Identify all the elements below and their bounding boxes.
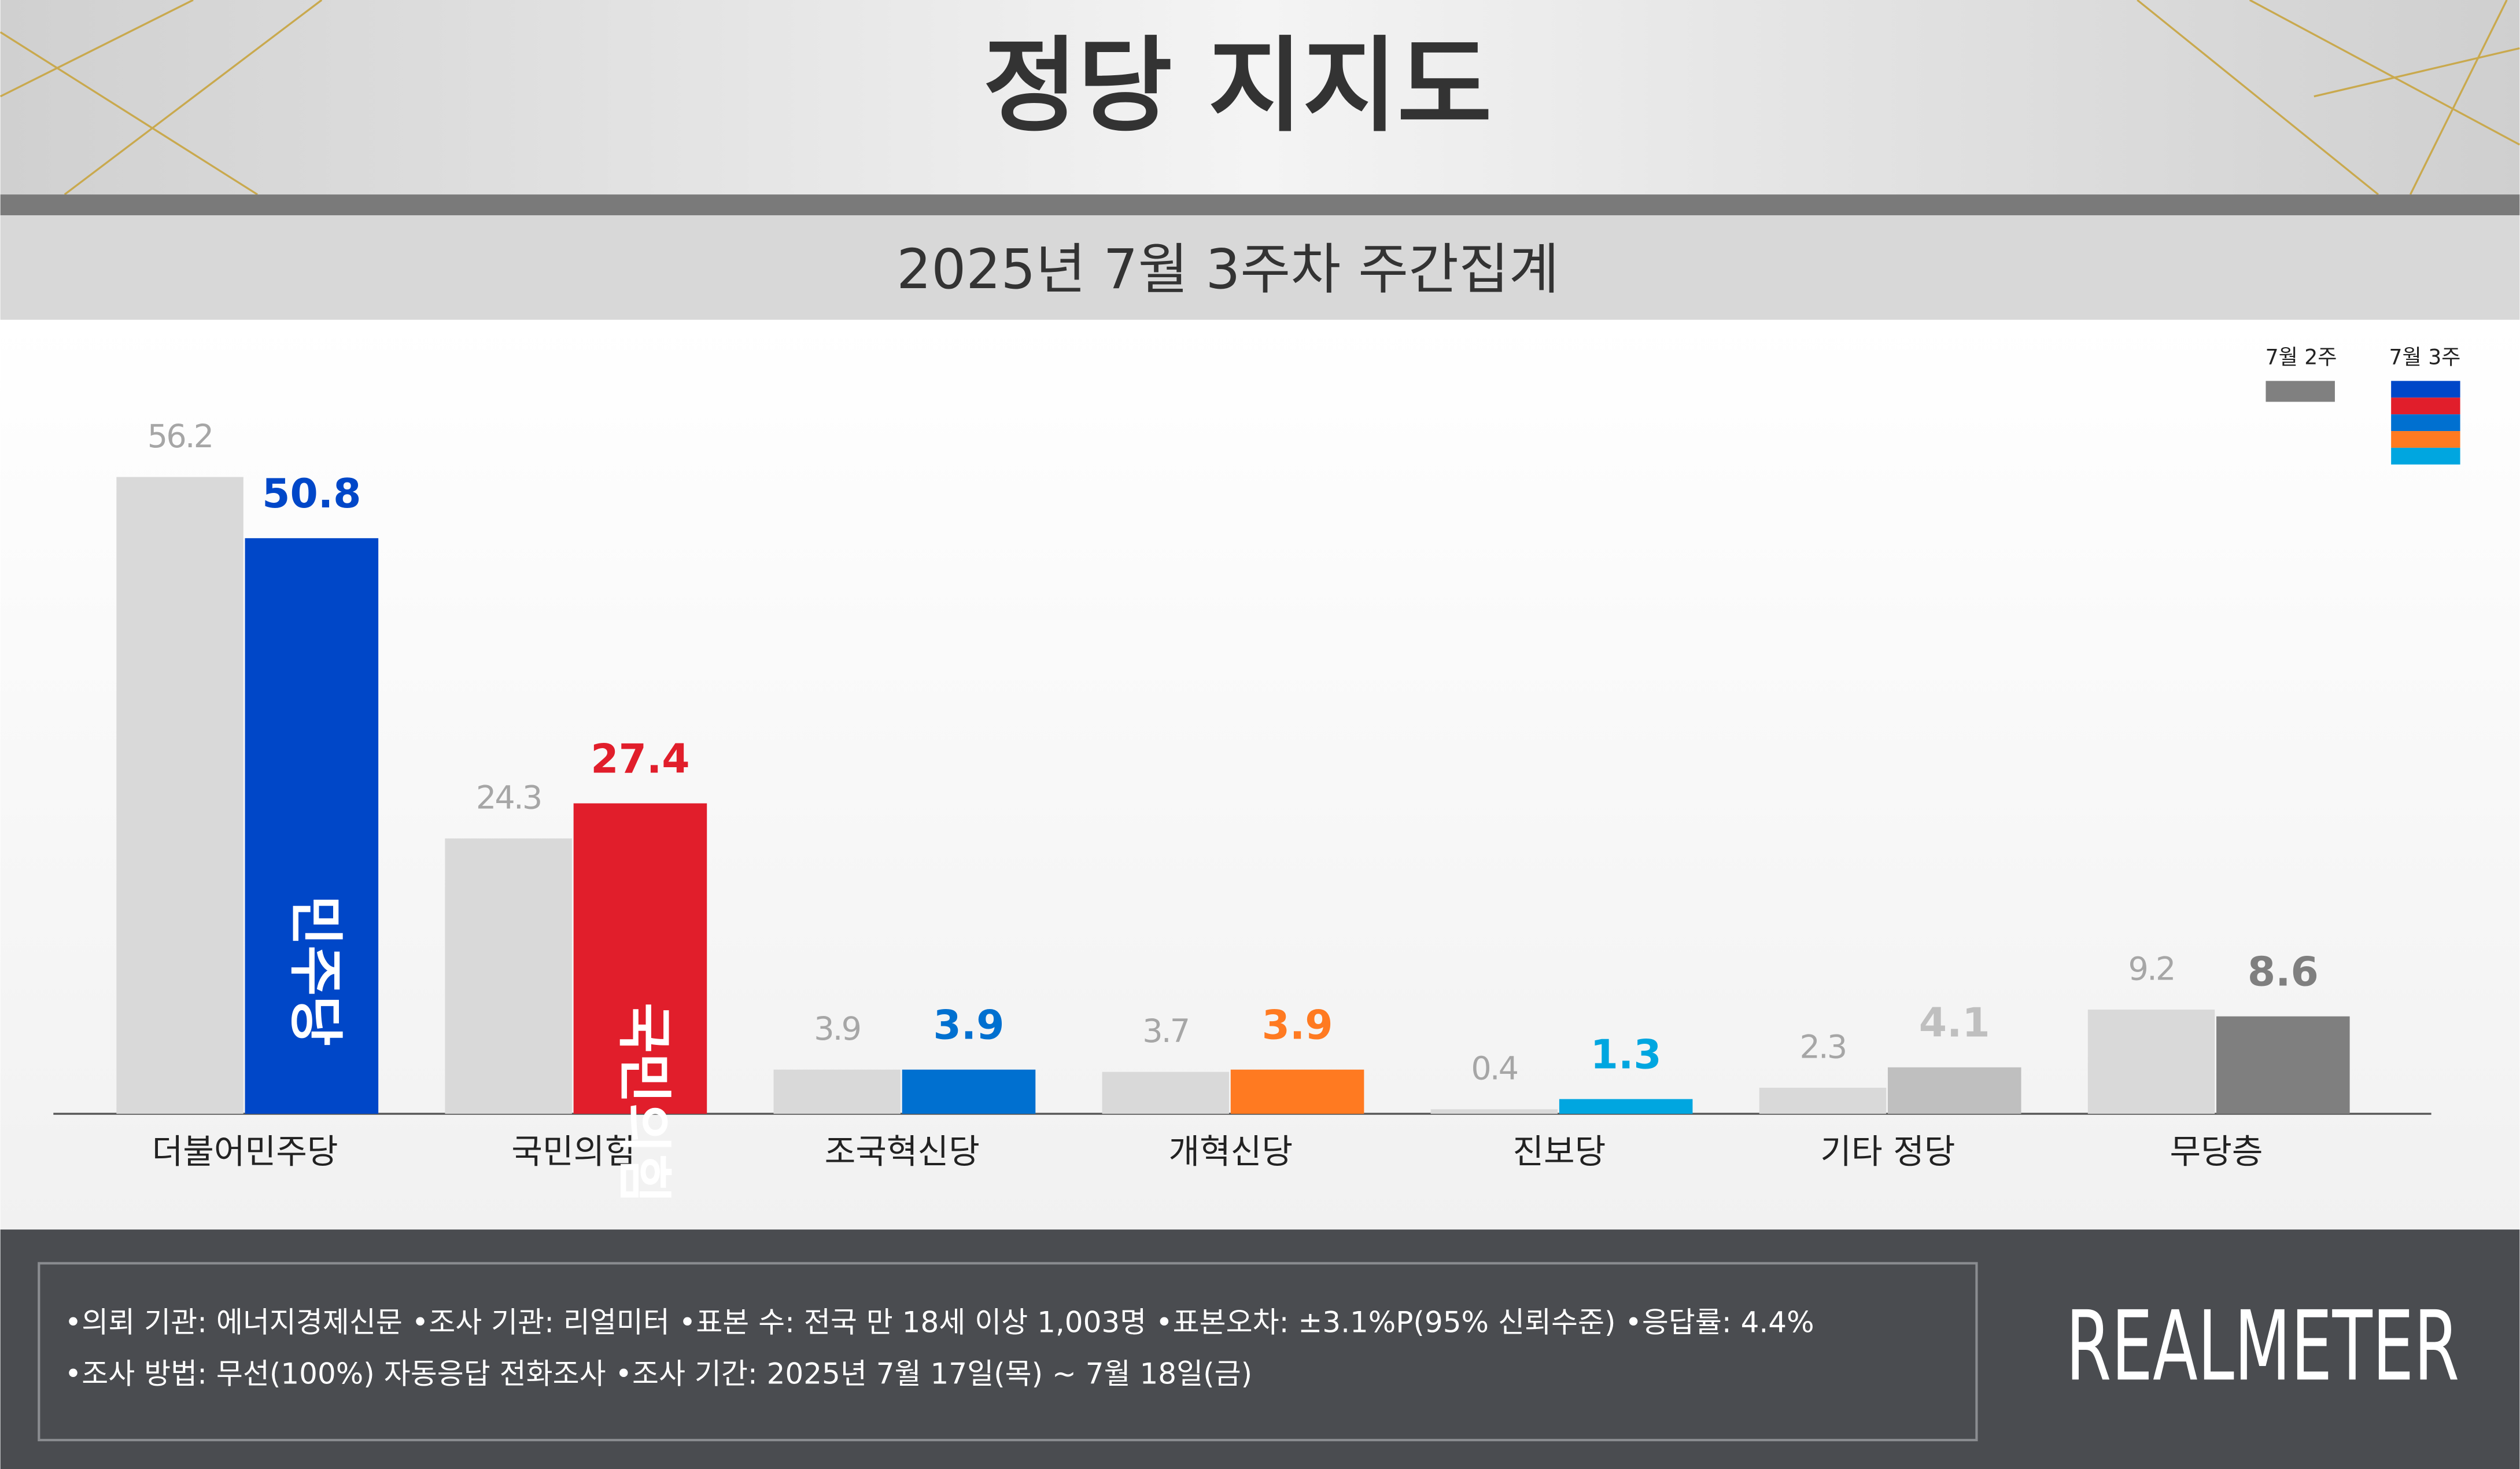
legend-swatch [2391,381,2460,398]
bar-logo: 국민의힘 [612,1003,676,1204]
bar [445,838,572,1114]
x-tick-label: 개혁신당 [1168,1132,1293,1172]
value-label: 56.2 [147,418,213,455]
bar [1559,1099,1693,1114]
value-label: 0.4 [1471,1050,1517,1088]
value-label: 9.2 [2128,950,2175,988]
legend-swatch [2391,447,2460,465]
x-tick-label: 더불어민주당 [152,1132,338,1172]
legend-swatch [2391,431,2460,448]
value-label: 3.9 [814,1010,860,1048]
value-label: 50.8 [262,471,361,517]
value-label: 3.9 [1262,1003,1333,1049]
chart-subtitle: 2025년 7월 3주차 주간집계 [896,238,1559,301]
x-tick-label: 조국혁신당 [825,1132,980,1172]
value-label: 3.9 [933,1003,1004,1049]
value-label: 1.3 [1591,1032,1662,1078]
source-logo: REALMETER [2066,1290,2460,1402]
legend-label: 7월 3주 [2389,344,2461,369]
bar [2087,1009,2215,1114]
legend-swatch [2391,414,2460,432]
bar [245,538,379,1114]
bar [773,1069,901,1114]
bar [1102,1072,1230,1114]
bar [2216,1016,2350,1114]
value-label: 27.4 [591,736,689,782]
bar [1230,1069,1364,1114]
notes-box [38,1262,1978,1442]
value-label: 8.6 [2248,949,2319,995]
bar [573,803,707,1114]
note: •의뢰 기관: 에너지경제신문 •조사 기관: 리얼미터 •표본 수: 전국 만… [65,1305,1814,1339]
chart-title: 정당 지지도 [983,26,1492,146]
value-label: 4.1 [1919,1000,1990,1047]
header-rule [0,194,2520,216]
header-bg [0,0,2520,195]
x-tick-label: 기타 정당 [1820,1132,1955,1172]
x-tick-label: 국민의힘 [511,1132,636,1172]
value-label: 2.3 [1799,1028,1846,1066]
decor-lines [0,0,2520,196]
bar [116,477,243,1114]
bar [1759,1088,1887,1114]
value-label: 24.3 [476,779,541,817]
x-tick-label: 진보당 [1512,1132,1606,1172]
legend-swatch [2266,381,2335,402]
footer-bg [0,1229,2520,1469]
bar [1887,1067,2021,1114]
subtitle-band [0,215,2520,320]
note: •조사 방법: 무선(100%) 자동응답 전화조사 •조사 기간: 2025년… [65,1357,1252,1390]
bar-logo: 민주당 [283,895,347,1046]
legend-swatch [2391,397,2460,415]
x-tick-label: 무당층 [2170,1132,2263,1172]
value-label: 3.7 [1142,1013,1189,1050]
legend-label: 7월 2주 [2266,344,2337,369]
bar [902,1069,1036,1114]
bar [1430,1109,1558,1114]
